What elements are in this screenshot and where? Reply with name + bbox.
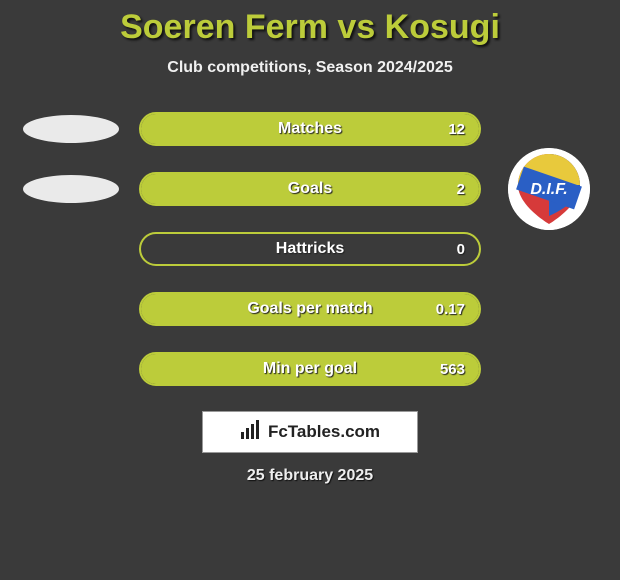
- left-badge-slot: [21, 345, 121, 393]
- stat-row: Matches 12: [0, 105, 620, 153]
- stat-label: Goals: [288, 180, 332, 198]
- stat-label: Hattricks: [276, 240, 344, 258]
- stat-value-right: 0.17: [436, 301, 465, 318]
- stat-label: Goals per match: [247, 300, 372, 318]
- stat-bar: Goals 2: [139, 172, 481, 206]
- logo-text: FcTables.com: [268, 422, 380, 442]
- right-badge-slot: [499, 285, 599, 333]
- date-label: 25 february 2025: [0, 467, 620, 485]
- stat-value-right: 0: [457, 241, 465, 258]
- left-badge-slot: [21, 225, 121, 273]
- stat-value-right: 2: [457, 181, 465, 198]
- comparison-card: Soeren Ferm vs Kosugi Club competitions,…: [0, 0, 620, 485]
- team-ellipse-placeholder: [23, 175, 119, 203]
- source-logo: FcTables.com: [202, 411, 418, 453]
- stat-bar: Goals per match 0.17: [139, 292, 481, 326]
- right-badge-slot: [499, 225, 599, 273]
- left-badge-slot: [21, 105, 121, 153]
- stat-row: Goals per match 0.17: [0, 285, 620, 333]
- stat-bar: Matches 12: [139, 112, 481, 146]
- stat-row: Hattricks 0: [0, 225, 620, 273]
- stat-row: Min per goal 563: [0, 345, 620, 393]
- left-badge-slot: [21, 285, 121, 333]
- stat-label: Min per goal: [263, 360, 357, 378]
- chart-icon: [240, 420, 262, 445]
- team-ellipse-placeholder: [23, 115, 119, 143]
- subtitle: Club competitions, Season 2024/2025: [0, 59, 620, 77]
- right-badge-slot: D.I.F.: [499, 165, 599, 213]
- stat-bar: Hattricks 0: [139, 232, 481, 266]
- team-crest-icon: D.I.F.: [508, 148, 590, 230]
- right-badge-slot: [499, 105, 599, 153]
- svg-text:D.I.F.: D.I.F.: [530, 181, 567, 198]
- page-title: Soeren Ferm vs Kosugi: [0, 8, 620, 47]
- stats-section: Matches 12 Goals 2 D.I.F. Hattricks 0 Goals per…: [0, 105, 620, 393]
- stat-row: Goals 2 D.I.F.: [0, 165, 620, 213]
- right-badge-slot: [499, 345, 599, 393]
- stat-label: Matches: [278, 120, 342, 138]
- stat-value-right: 563: [440, 361, 465, 378]
- left-badge-slot: [21, 165, 121, 213]
- stat-value-right: 12: [448, 121, 465, 138]
- stat-bar: Min per goal 563: [139, 352, 481, 386]
